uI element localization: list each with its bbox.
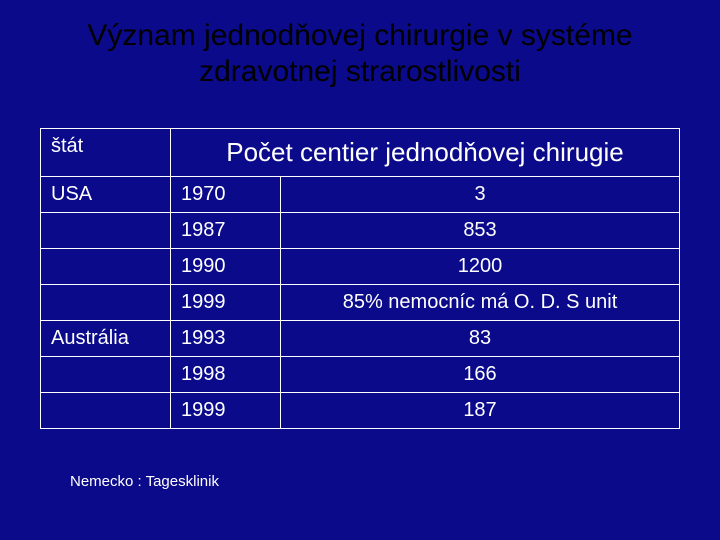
table-row: 1999 187	[41, 393, 680, 429]
header-count: Počet centier jednodňovej chirugie	[171, 129, 680, 177]
table-row: USA 1970 3	[41, 177, 680, 213]
cell-state	[41, 213, 171, 249]
table-row: 1998 166	[41, 357, 680, 393]
cell-value: 1200	[281, 249, 680, 285]
cell-value: 3	[281, 177, 680, 213]
cell-year: 1999	[171, 393, 281, 429]
table-row: Austrália 1993 83	[41, 321, 680, 357]
table-row: 1999 85% nemocníc má O. D. S unit	[41, 285, 680, 321]
cell-value: 166	[281, 357, 680, 393]
cell-state: USA	[41, 177, 171, 213]
table-row: 1990 1200	[41, 249, 680, 285]
cell-year: 1970	[171, 177, 281, 213]
table-header-row: štát Počet centier jednodňovej chirugie	[41, 129, 680, 177]
cell-state	[41, 285, 171, 321]
cell-state	[41, 357, 171, 393]
cell-state	[41, 249, 171, 285]
cell-state: Austrália	[41, 321, 171, 357]
header-state: štát	[41, 129, 171, 177]
cell-year: 1993	[171, 321, 281, 357]
slide: Význam jednodňovej chirurgie v systéme z…	[0, 0, 720, 540]
cell-value: 187	[281, 393, 680, 429]
cell-year: 1998	[171, 357, 281, 393]
cell-year: 1999	[171, 285, 281, 321]
cell-value: 83	[281, 321, 680, 357]
cell-state	[41, 393, 171, 429]
cell-value: 853	[281, 213, 680, 249]
data-table: štát Počet centier jednodňovej chirugie …	[40, 128, 680, 429]
cell-year: 1987	[171, 213, 281, 249]
cell-year: 1990	[171, 249, 281, 285]
table-container: štát Počet centier jednodňovej chirugie …	[40, 128, 680, 429]
cell-value: 85% nemocníc má O. D. S unit	[281, 285, 680, 321]
table-row: 1987 853	[41, 213, 680, 249]
slide-title: Význam jednodňovej chirurgie v systéme z…	[0, 0, 720, 98]
footnote: Nemecko : Tagesklinik	[70, 473, 219, 490]
